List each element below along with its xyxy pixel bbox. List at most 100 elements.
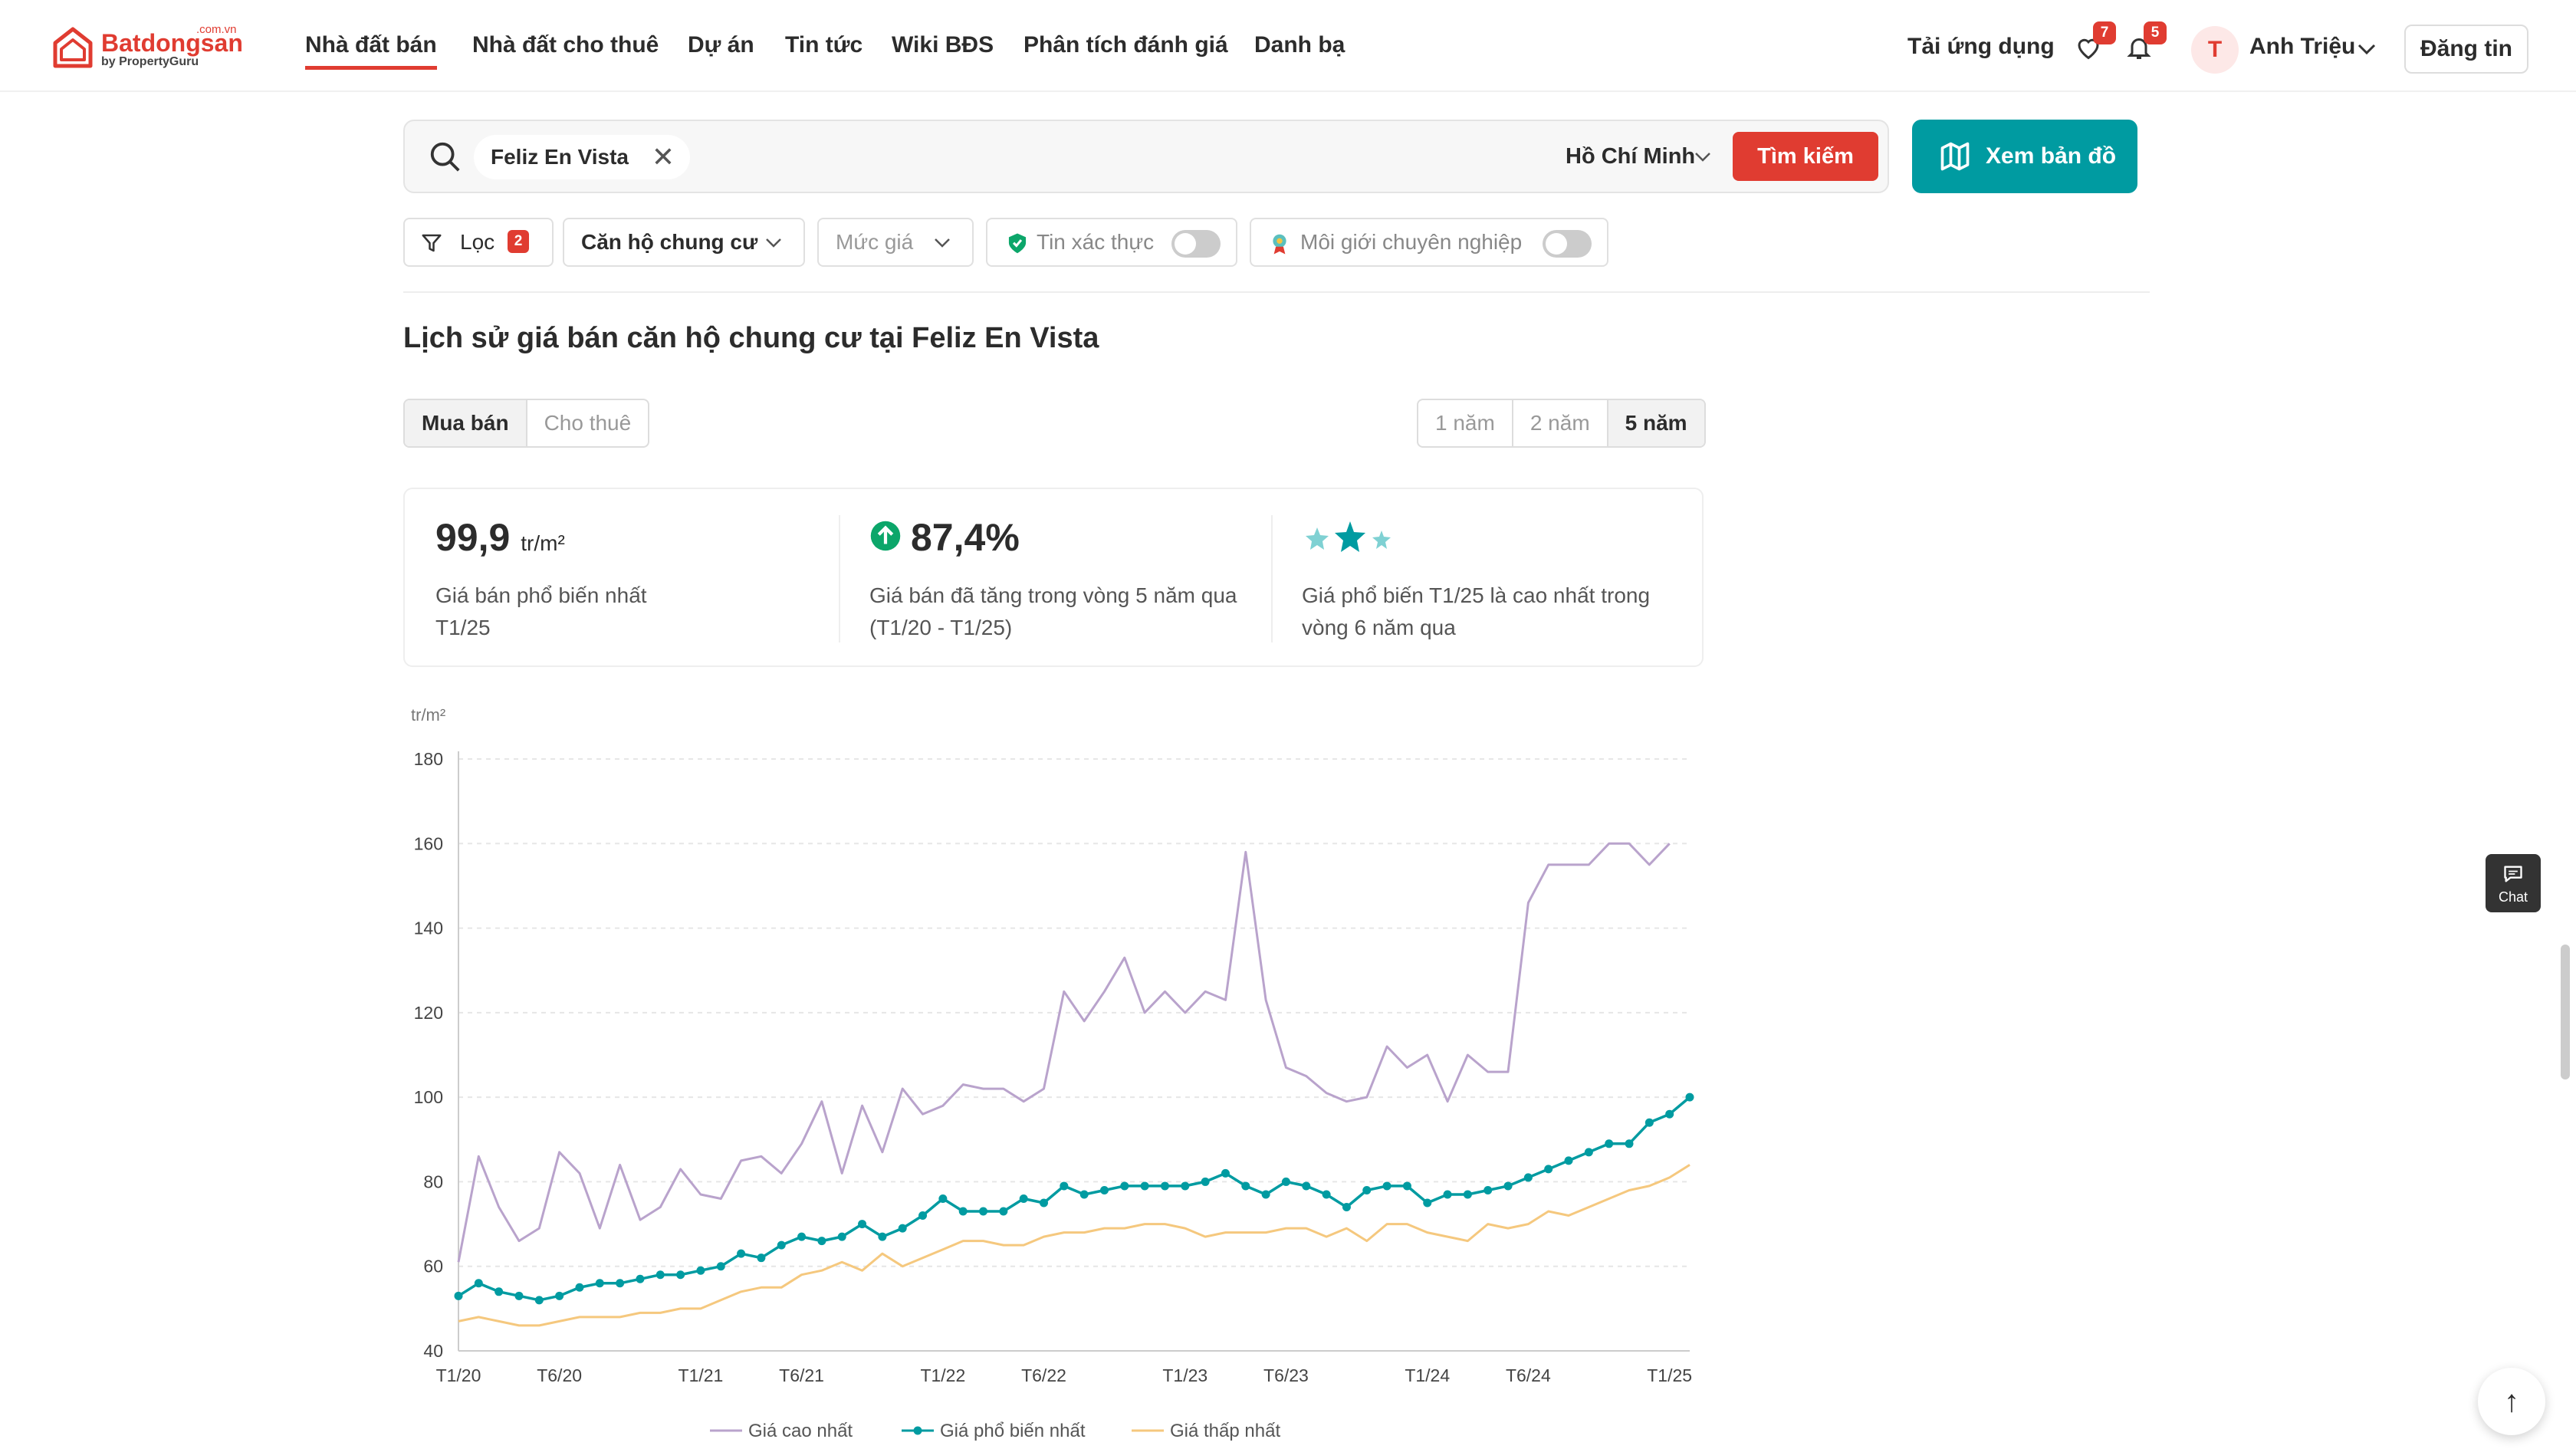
data-point <box>797 1232 807 1241</box>
data-point <box>1060 1181 1069 1191</box>
stat-common-price-desc: Giá bán phổ biến nhất T1/25 <box>435 583 647 639</box>
data-point <box>777 1240 786 1250</box>
data-point <box>1302 1181 1311 1191</box>
map-icon <box>1940 142 1970 171</box>
view-map-button[interactable]: Xem bản đồ <box>1912 120 2137 193</box>
search-button[interactable]: Tìm kiếm <box>1733 132 1878 181</box>
x-tick-label: T1/22 <box>920 1365 965 1385</box>
nav-item-wiki-bds[interactable]: Wiki BĐS <box>892 32 994 58</box>
post-listing-button[interactable]: Đăng tin <box>2404 25 2528 74</box>
search-chip[interactable]: Feliz En Vista ✕ <box>474 135 690 179</box>
scrollbar[interactable] <box>2561 945 2570 1079</box>
nav-item-danh-ba[interactable]: Danh bạ <box>1254 32 1346 58</box>
y-tick-label: 180 <box>414 749 443 769</box>
chevron-down-icon[interactable] <box>2355 40 2378 58</box>
logo-name: Batdongsan <box>101 29 243 57</box>
filter-count-badge: 2 <box>508 230 529 253</box>
data-point <box>979 1207 988 1216</box>
chat-button[interactable]: Chat <box>2486 854 2541 912</box>
tab-cho-thue[interactable]: Cho thuê <box>544 411 632 435</box>
data-point <box>616 1279 625 1288</box>
notifications-button[interactable]: 5 <box>2125 21 2167 64</box>
shield-check-icon <box>1008 233 1027 254</box>
pro-broker-toggle[interactable] <box>1543 230 1592 258</box>
data-point <box>534 1296 544 1305</box>
data-point <box>737 1249 746 1258</box>
nav-item-tin-tuc[interactable]: Tin tức <box>785 32 863 58</box>
data-point <box>636 1274 645 1283</box>
house-logo-icon <box>53 27 93 68</box>
search-bar[interactable]: Feliz En Vista ✕ Hồ Chí Minh Tìm kiếm <box>403 120 1889 193</box>
data-point <box>1342 1203 1351 1212</box>
y-tick-label: 120 <box>414 1003 443 1023</box>
pro-broker-label: Môi giới chuyên nghiệp <box>1300 230 1523 254</box>
chevron-down-icon <box>766 238 781 248</box>
city-select[interactable]: Hồ Chí Minh <box>1566 144 1696 169</box>
nav-item-du-an[interactable]: Dự án <box>688 32 754 58</box>
price-label: Mức giá <box>836 230 914 254</box>
section-divider <box>403 291 2150 293</box>
data-point <box>1625 1139 1634 1148</box>
nav-item-phan-tich-danh-gia[interactable]: Phân tích đánh giá <box>1024 32 1228 58</box>
verified-listing-filter[interactable]: Tin xác thực <box>986 218 1237 267</box>
data-point <box>1463 1190 1472 1199</box>
data-point <box>656 1270 665 1280</box>
tab-5-nam[interactable]: 5 năm <box>1608 400 1704 446</box>
property-type-label: Căn hộ chung cư <box>581 230 758 254</box>
scroll-to-top-button[interactable]: ↑ <box>2478 1368 2545 1435</box>
y-tick-label: 100 <box>414 1087 443 1107</box>
chevron-down-icon[interactable] <box>1693 149 1713 166</box>
y-tick-label: 140 <box>414 918 443 938</box>
data-point <box>1685 1092 1694 1102</box>
data-point <box>918 1211 928 1221</box>
property-type-select[interactable]: Căn hộ chung cư <box>563 218 805 267</box>
data-point <box>495 1287 504 1296</box>
tab-1-nam[interactable]: 1 năm <box>1418 400 1513 446</box>
y-axis-label: tr/m² <box>411 705 445 724</box>
nav-item-nha-dat-ban[interactable]: Nhà đất bán <box>305 32 437 70</box>
favorites-button[interactable]: 7 <box>2075 21 2116 64</box>
stat-divider <box>839 515 840 642</box>
app-download-link[interactable]: Tải ứng dụng <box>1907 34 2055 59</box>
filter-button[interactable]: Lọc 2 <box>403 218 554 267</box>
data-point <box>1503 1181 1513 1191</box>
x-tick-label: T6/23 <box>1263 1365 1309 1385</box>
tab-mua-ban[interactable]: Mua bán <box>405 400 527 446</box>
tab-2-nam[interactable]: 2 năm <box>1513 400 1608 446</box>
stars-icon <box>1306 521 1391 552</box>
data-point <box>858 1220 867 1229</box>
price-history-chart: tr/m² 40 60 80 100 120 140 160 180 T1/20 T6/20 T1/2… <box>411 705 1694 1441</box>
data-point <box>837 1232 846 1241</box>
pro-broker-filter[interactable]: Môi giới chuyên nghiệp <box>1250 218 1608 267</box>
nav-item-nha-dat-cho-thue[interactable]: Nhà đất cho thuê <box>472 32 659 58</box>
price-select[interactable]: Mức giá <box>817 218 974 267</box>
data-point <box>1181 1181 1190 1191</box>
data-point <box>1160 1181 1169 1191</box>
range-tabs: 1 năm 2 năm 5 năm <box>1417 399 1706 448</box>
x-tick-label: T6/22 <box>1021 1365 1066 1385</box>
data-point <box>454 1291 463 1300</box>
data-point <box>1402 1181 1411 1191</box>
x-tick-label: T1/21 <box>678 1365 724 1385</box>
data-point <box>1261 1190 1270 1199</box>
series-line-3 <box>458 1164 1691 1327</box>
chat-label: Chat <box>2498 889 2528 905</box>
verified-toggle[interactable] <box>1171 230 1221 258</box>
y-tick-label: 60 <box>423 1257 443 1276</box>
x-tick-label: T6/21 <box>779 1365 824 1385</box>
stat-divider <box>1271 515 1273 642</box>
data-point <box>938 1194 948 1203</box>
user-name[interactable]: Anh Triệu <box>2249 34 2356 59</box>
series-line-1 <box>457 842 1671 1263</box>
stat-growth: 87,4% Giá bán đã tăng trong vòng 5 năm q… <box>869 489 1268 669</box>
x-tick-label: T6/24 <box>1506 1365 1551 1385</box>
avatar[interactable]: T <box>2191 26 2239 74</box>
data-point <box>1665 1109 1674 1119</box>
data-point <box>1040 1198 1049 1208</box>
x-tick-label: T1/20 <box>436 1365 481 1385</box>
brand-logo[interactable]: .com.vn Batdongsan by PropertyGuru <box>51 23 243 74</box>
data-point <box>1584 1148 1593 1157</box>
search-icon <box>430 142 460 172</box>
close-icon[interactable]: ✕ <box>651 141 675 172</box>
data-point <box>898 1224 907 1233</box>
